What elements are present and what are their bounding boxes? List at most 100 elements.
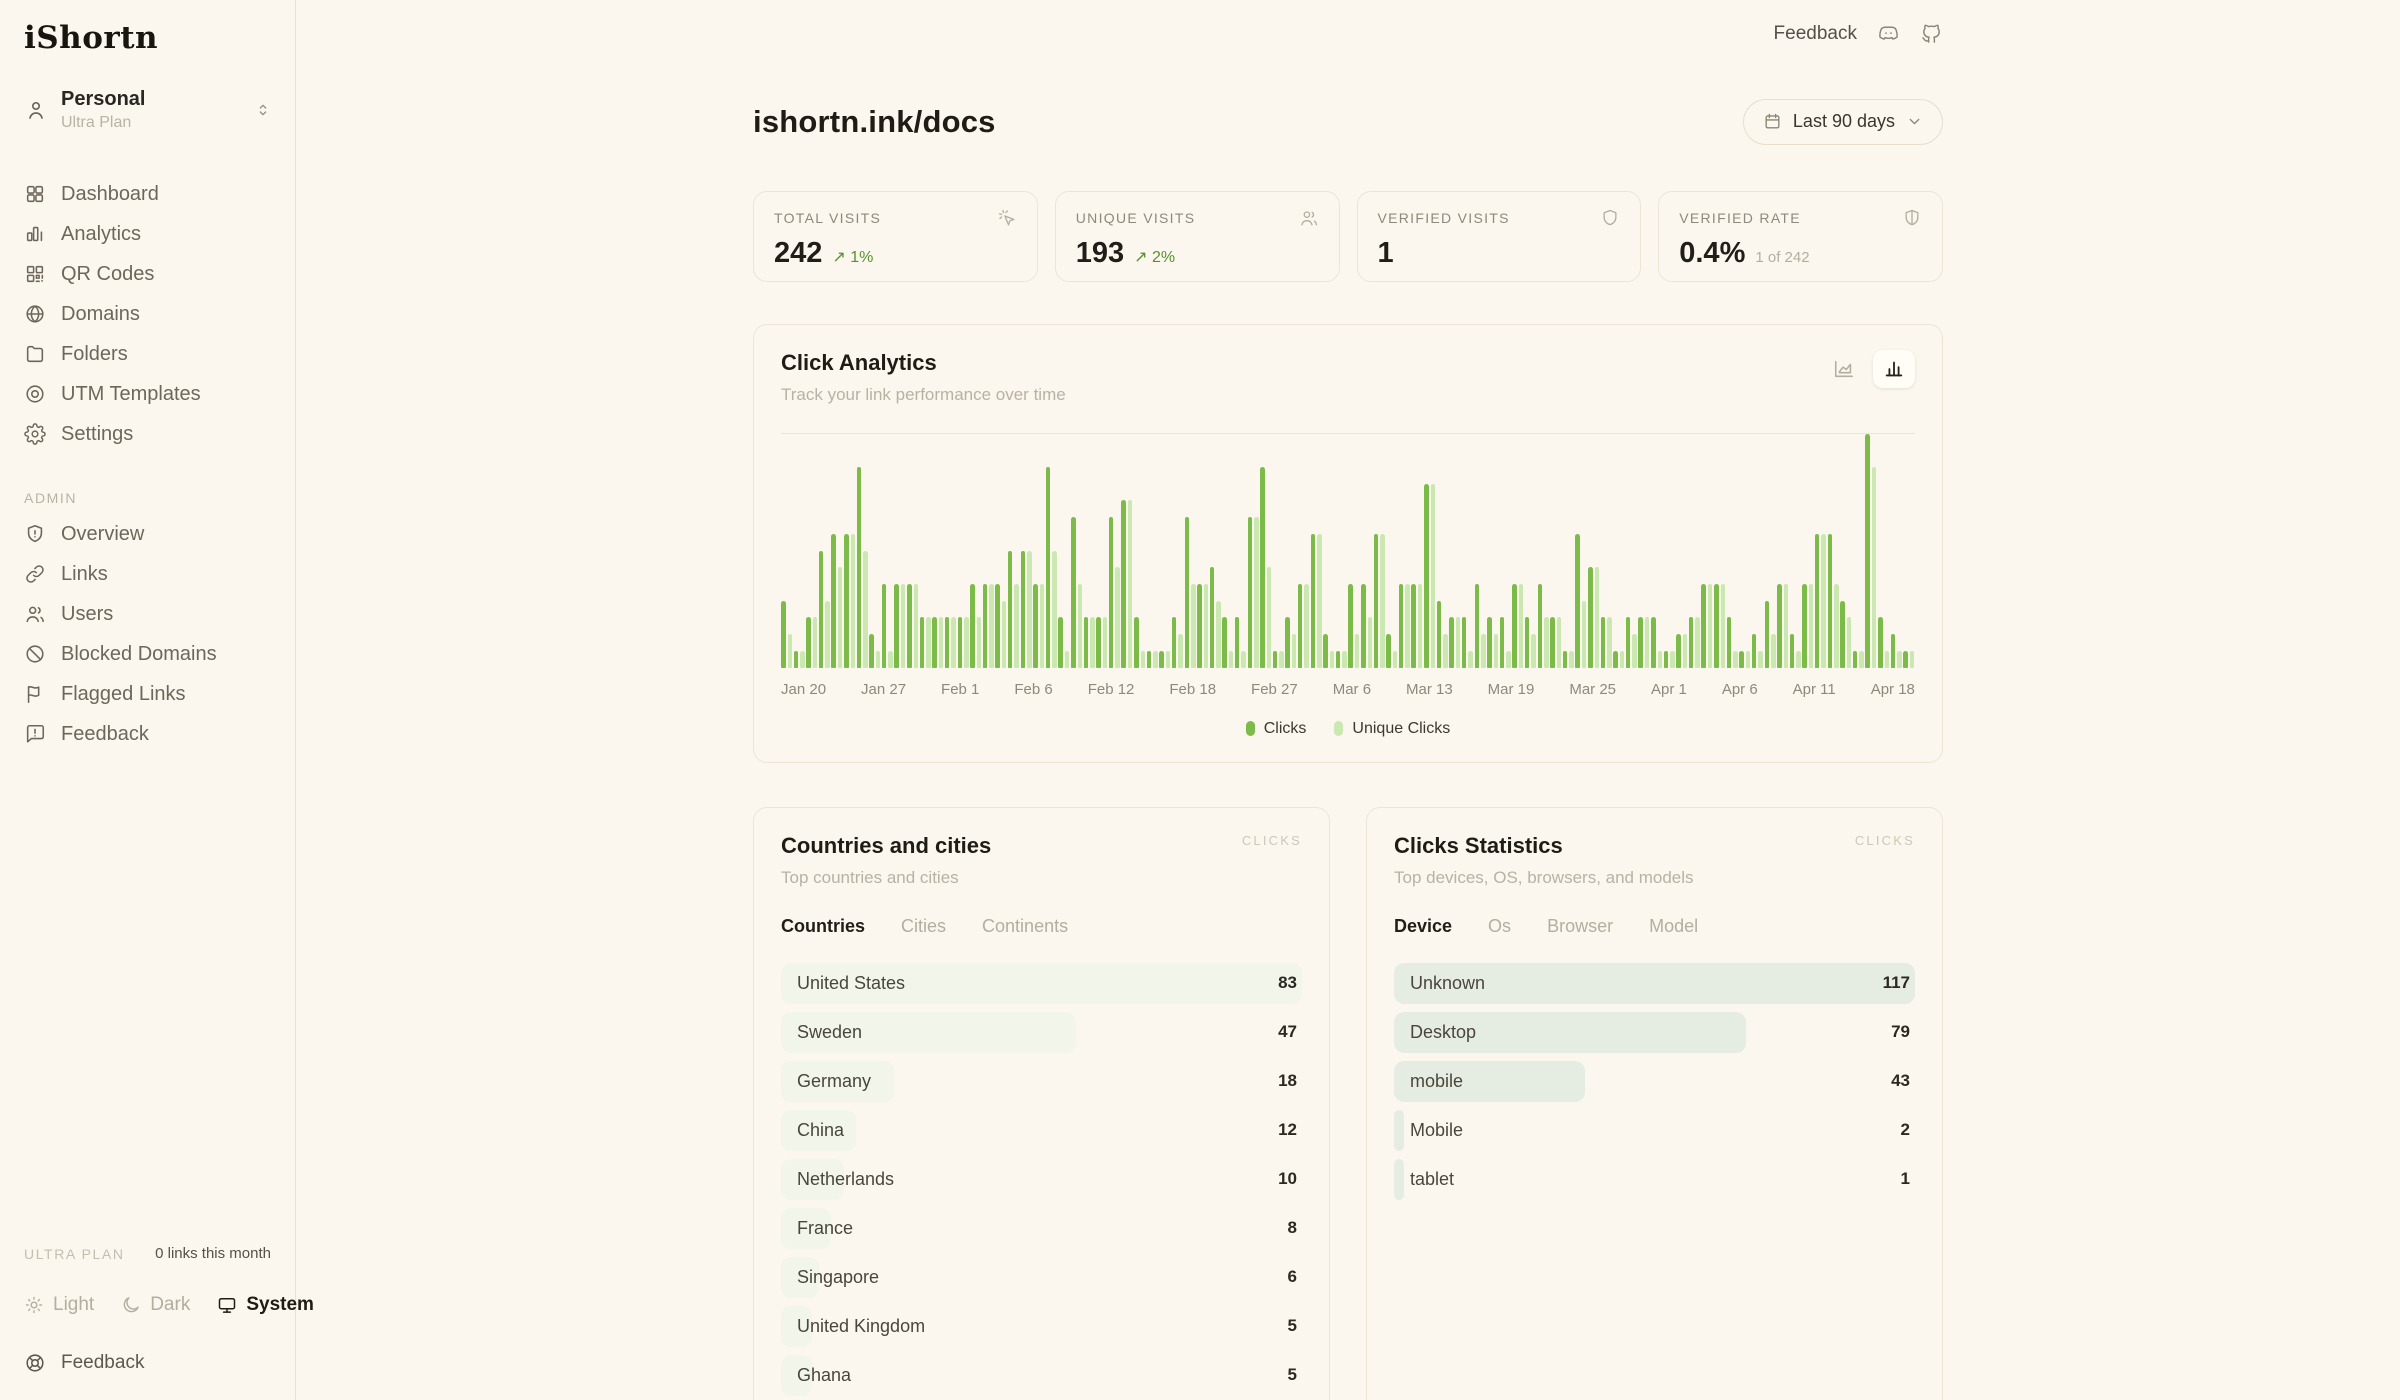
workspace-switcher[interactable]: Personal Ultra Plan — [24, 88, 271, 132]
clicks-bar — [894, 583, 899, 668]
x-tick: Feb 6 — [1014, 680, 1053, 698]
tab-os[interactable]: Os — [1488, 915, 1512, 936]
theme-dark-button[interactable]: Dark — [121, 1294, 190, 1316]
workspace-plan: Ultra Plan — [61, 114, 132, 131]
sidebar-feedback-button[interactable]: Feedback — [24, 1352, 271, 1374]
tab-model[interactable]: Model — [1649, 915, 1699, 936]
unique-clicks-bar — [1682, 634, 1688, 668]
x-tick: Jan 20 — [781, 680, 827, 698]
sidebar-item-links[interactable]: Links — [24, 554, 271, 594]
bar-group — [856, 434, 868, 668]
theme-system-button[interactable]: System — [217, 1294, 314, 1316]
sidebar-item-settings[interactable]: Settings — [24, 414, 271, 454]
unique-clicks-bar — [1518, 583, 1524, 668]
tab-countries[interactable]: Countries — [781, 915, 866, 936]
users-icon — [1299, 208, 1319, 228]
bar-group — [1651, 434, 1663, 668]
stat-label: UNIQUE VISITS — [1075, 209, 1196, 226]
unique-clicks-bar — [1632, 634, 1637, 668]
topbar: Feedback — [753, 22, 1943, 45]
row-value: 5 — [1287, 1365, 1297, 1385]
bar-group — [1348, 434, 1360, 668]
area-chart-toggle-button[interactable] — [1823, 350, 1865, 388]
sidebar-item-label: Folders — [61, 342, 128, 365]
unique-clicks-bar — [1796, 650, 1801, 668]
unique-clicks-bar — [951, 617, 956, 668]
x-tick: Jan 27 — [861, 680, 907, 698]
clicks-bar — [1600, 617, 1606, 668]
bar-group — [1487, 434, 1499, 668]
row-bar-fill — [781, 1207, 832, 1249]
sidebar-item-qr-codes[interactable]: QR Codes — [24, 254, 271, 294]
unique-clicks-bar — [1064, 650, 1070, 668]
github-icon[interactable] — [1920, 22, 1943, 45]
stat-label: VERIFIED VISITS — [1377, 209, 1510, 226]
sidebar-item-label: UTM Templates — [61, 382, 201, 405]
chart-legend: Clicks Unique Clicks — [781, 720, 1915, 738]
bar-group — [1398, 434, 1410, 668]
unique-clicks-bar — [1216, 600, 1221, 668]
clicks-bar — [1234, 617, 1240, 668]
list-item: Ghana 5 — [781, 1354, 1302, 1396]
sidebar-item-dashboard[interactable]: Dashboard — [24, 174, 271, 214]
stat-note: 1 of 242 — [1755, 248, 1810, 266]
clicks-bar — [1197, 583, 1202, 668]
clicks-bar — [1159, 650, 1164, 668]
sidebar-item-blocked-domains[interactable]: Blocked Domains — [24, 634, 271, 674]
globe-icon — [24, 303, 46, 325]
list-item: United States 83 — [781, 962, 1302, 1004]
bar-group — [1676, 434, 1688, 668]
sidebar-item-analytics[interactable]: Analytics — [24, 214, 271, 254]
bar-group — [1588, 434, 1599, 668]
message-alert-icon — [24, 723, 46, 745]
bar-group — [1159, 434, 1171, 668]
unique-clicks-bar — [1191, 583, 1196, 668]
clicks-bar — [1499, 617, 1505, 668]
sidebar-item-users[interactable]: Users — [24, 594, 271, 634]
bar-group — [1058, 434, 1070, 668]
unique-clicks-bar — [1531, 634, 1536, 668]
bar-group — [1903, 434, 1915, 668]
unique-clicks-bar — [1228, 650, 1234, 668]
unique-clicks-bar — [976, 617, 982, 668]
sidebar-item-flagged-links[interactable]: Flagged Links — [24, 674, 271, 714]
grid-icon — [24, 183, 46, 205]
moon-icon — [121, 1295, 141, 1315]
row-value: 2 — [1900, 1120, 1910, 1140]
bar-group — [1007, 434, 1019, 668]
stat-label: VERIFIED RATE — [1679, 209, 1801, 226]
topbar-feedback-link[interactable]: Feedback — [1773, 22, 1857, 44]
unique-clicks-bar — [1405, 583, 1410, 668]
list-item: Netherlands 10 — [781, 1158, 1302, 1200]
date-range-value: Last 90 days — [1792, 111, 1895, 132]
row-label: Desktop — [1410, 1021, 1477, 1042]
click-analytics-panel: Click Analytics Track your link performa… — [753, 323, 1943, 763]
row-value: 5 — [1287, 1316, 1297, 1336]
bar-group — [1411, 434, 1423, 668]
discord-icon[interactable] — [1877, 22, 1900, 45]
tab-cities[interactable]: Cities — [901, 915, 947, 936]
sidebar-item-utm-templates[interactable]: UTM Templates — [24, 374, 271, 414]
stat-value: 193 — [1075, 236, 1125, 269]
bar-group — [1550, 434, 1562, 668]
main-content: Feedback ishortn.ink/docs Last 90 days T… — [296, 0, 2400, 1400]
mouse-pointer-click-icon — [997, 208, 1017, 228]
tab-continents[interactable]: Continents — [982, 915, 1069, 936]
sidebar-item-feedback[interactable]: Feedback — [24, 714, 271, 754]
row-value: 8 — [1287, 1218, 1297, 1238]
column-chart-toggle-button[interactable] — [1873, 349, 1915, 388]
clicks-bar — [806, 617, 811, 668]
bar-group — [1424, 434, 1436, 668]
stat-change: ↗ 2% — [1134, 248, 1176, 266]
tab-device[interactable]: Device — [1394, 915, 1453, 936]
sidebar-item-overview[interactable]: Overview — [24, 514, 271, 554]
legend-label: Clicks — [1263, 719, 1307, 737]
date-range-select[interactable]: Last 90 days — [1742, 98, 1943, 145]
sidebar-item-domains[interactable]: Domains — [24, 294, 271, 334]
tab-browser[interactable]: Browser — [1547, 915, 1614, 936]
sidebar-item-folders[interactable]: Folders — [24, 334, 271, 374]
unique-clicks-bar — [1317, 533, 1322, 668]
theme-light-button[interactable]: Light — [24, 1294, 94, 1316]
workspace-name: Personal — [61, 88, 146, 110]
x-tick: Apr 11 — [1792, 680, 1836, 698]
